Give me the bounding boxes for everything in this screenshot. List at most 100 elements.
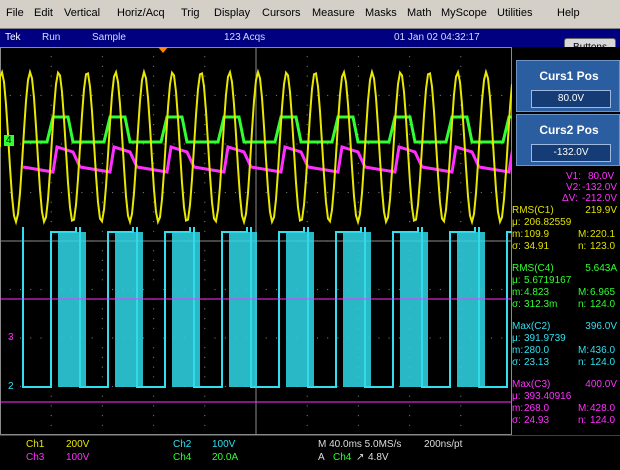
menu-file[interactable]: File xyxy=(6,7,24,19)
ch1-scale[interactable]: 200V xyxy=(66,439,90,450)
grid-dot xyxy=(101,114,103,116)
grid-dot xyxy=(357,395,359,397)
grid-dot xyxy=(357,124,359,126)
grid-dot xyxy=(204,75,206,77)
ch3-scale[interactable]: 100V xyxy=(66,452,90,463)
grid-dot xyxy=(50,211,52,213)
meas-n-label: n: xyxy=(578,415,587,426)
trigger-a[interactable]: A xyxy=(318,452,325,463)
measurement-block[interactable]: Max(C3) 400.0V μ: 393.40916 m: 268.0 M: 428.0 σ:… xyxy=(512,377,620,435)
measurement-block[interactable]: RMS(C4) 5.643A μ: 5.6719167 m: 4.823 M: 6.965 σ:… xyxy=(512,261,620,319)
curs1-box[interactable]: Curs1 Pos 80.0V xyxy=(516,60,620,112)
grid-dot xyxy=(142,288,144,291)
grid-dot xyxy=(501,191,503,194)
grid-dot xyxy=(194,191,196,194)
ch3-marker[interactable]: 3 xyxy=(8,332,14,343)
ch2-label[interactable]: Ch2 xyxy=(173,439,192,450)
grid-dot xyxy=(112,191,114,194)
grid-dot xyxy=(306,104,308,106)
ch2-scale[interactable]: 100V xyxy=(212,439,236,450)
grid-dot xyxy=(501,288,503,291)
menu-vertical[interactable]: Vertical xyxy=(64,7,101,19)
meas-n-label: n: xyxy=(578,241,587,252)
grid-dot xyxy=(357,104,359,106)
grid-dot xyxy=(439,337,441,339)
ch2-marker[interactable]: 2 xyxy=(8,381,14,392)
meas-sigma: 312.3m xyxy=(524,299,558,310)
meas-n: 124.0 xyxy=(590,299,616,310)
ch1-label[interactable]: Ch1 xyxy=(26,439,45,450)
meas-m: 4.823 xyxy=(524,287,550,298)
meas-n-label: n: xyxy=(578,299,587,310)
grid-dot xyxy=(153,269,155,271)
grid-dot xyxy=(9,337,11,339)
menu-edit[interactable]: Edit xyxy=(34,7,53,19)
ch2-burst xyxy=(400,232,428,387)
curs2-value[interactable]: -132.0V xyxy=(531,144,611,162)
grid-dot xyxy=(409,133,411,135)
grid-dot xyxy=(357,162,359,164)
trigger-level[interactable]: 4.8V xyxy=(368,452,389,463)
trigger-source[interactable]: Ch4 xyxy=(333,452,352,463)
grid-dot xyxy=(101,182,103,184)
curs1-value[interactable]: 80.0V xyxy=(531,90,611,108)
menu-utilities[interactable]: Utilities xyxy=(497,7,533,19)
right-panel: Curs1 Pos 80.0V Curs2 Pos -132.0V V1: 80… xyxy=(512,47,620,435)
grid-dot xyxy=(460,415,462,417)
grid-dot xyxy=(357,415,359,417)
grid-dot xyxy=(204,56,206,58)
grid-dot xyxy=(357,201,359,203)
timebase-readout[interactable]: M 40.0ms 5.0MS/s xyxy=(318,439,402,450)
ch4-scale[interactable]: 20.0A xyxy=(212,452,239,463)
grid-dot xyxy=(204,221,206,223)
grid-dot xyxy=(19,385,22,388)
grid-dot xyxy=(101,104,103,106)
grid-dot xyxy=(30,191,32,194)
grid-dot xyxy=(204,153,206,155)
menu-myscope[interactable]: MyScope xyxy=(441,7,487,19)
curs2-box[interactable]: Curs2 Pos -132.0V xyxy=(516,114,620,166)
grid-dot xyxy=(409,153,411,155)
grid-dot xyxy=(101,201,103,203)
grid-dot xyxy=(40,337,42,339)
menu-trig[interactable]: Trig xyxy=(181,7,200,19)
grid-dot xyxy=(296,94,298,97)
grid-dot xyxy=(357,405,359,407)
menu-display[interactable]: Display xyxy=(214,7,251,19)
grid-dot xyxy=(19,143,22,145)
menu-horiz-acq[interactable]: Horiz/Acq xyxy=(117,7,165,19)
grid-dot xyxy=(101,124,103,126)
meas-sigma: 23.13 xyxy=(524,357,550,368)
grid-dot xyxy=(60,191,63,194)
v2-label: V2: xyxy=(566,182,582,193)
menu-help[interactable]: Help xyxy=(557,7,580,19)
measurement-block[interactable]: Max(C2) 396.0V μ: 391.9739 m: 280.0 M: 436.0 σ: 2… xyxy=(512,319,620,377)
ch4-label[interactable]: Ch4 xyxy=(173,452,192,463)
grid-dot xyxy=(71,143,73,145)
date-time: 01 Jan 02 04:32:17 xyxy=(394,32,480,43)
grid-dot xyxy=(357,65,359,67)
meas-M-label: M: xyxy=(578,229,590,240)
ch4-marker[interactable]: 4 xyxy=(4,135,14,146)
meas-mu-label: μ: xyxy=(512,275,521,286)
measurement-block[interactable]: RMS(C1) 219.9V μ: 206.82559 m: 109.9 M: 220.1 σ:… xyxy=(512,203,620,261)
grid-dot xyxy=(112,288,114,291)
grid-dot xyxy=(204,269,206,271)
grid-dot xyxy=(398,337,400,339)
grid-dot xyxy=(398,288,400,291)
grid-dot xyxy=(50,395,52,397)
waveform-display[interactable] xyxy=(0,47,512,435)
grid-dot xyxy=(30,288,32,291)
grid-dot xyxy=(357,211,359,213)
ch3-label[interactable]: Ch3 xyxy=(26,452,45,463)
grid-dot xyxy=(153,318,155,320)
grid-dot xyxy=(265,288,267,291)
grid-dot xyxy=(30,337,32,339)
menu-cursors[interactable]: Cursors xyxy=(262,7,301,19)
grid-dot xyxy=(153,104,155,106)
menu-math[interactable]: Math xyxy=(407,7,432,19)
menu-measure[interactable]: Measure xyxy=(312,7,355,19)
menu-masks[interactable]: Masks xyxy=(365,7,397,19)
grid-dot xyxy=(142,191,144,194)
dv-label: ΔV: xyxy=(562,193,578,204)
